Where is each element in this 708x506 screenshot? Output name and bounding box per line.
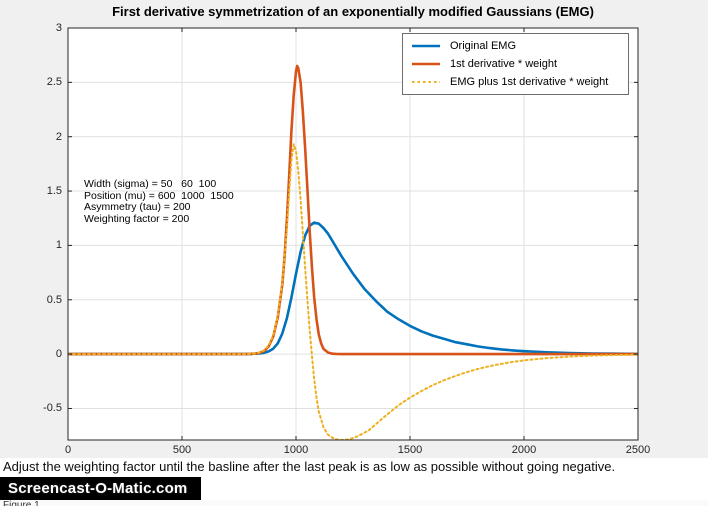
taskbar-partial[interactable]: Figure 1 [0, 500, 708, 506]
annotation-weighting-factor: Weighting factor = 200 [84, 212, 190, 225]
legend-line-sample-yellow-dotted [412, 81, 440, 83]
x-tick-label: 1000 [283, 444, 309, 456]
matlab-figure-canvas: First derivative symmetrization of an ex… [0, 0, 708, 458]
plot-area [67, 27, 639, 441]
annotation-asymmetry-tau: Asymmetry (tau) = 200 [84, 201, 191, 214]
annotation-width-sigma: Width (sigma) = 50 60 100 [84, 178, 217, 190]
plot-background [68, 28, 638, 440]
legend-item-original-emg[interactable]: Original EMG [403, 37, 628, 55]
axes-box [67, 27, 639, 441]
series-line-3 [68, 143, 638, 440]
x-tick-label: 0 [64, 444, 72, 456]
series-lines [68, 64, 638, 440]
legend-label-emg-plus-derivative: EMG plus 1st derivative * weight [450, 76, 609, 88]
series-line-1 [68, 221, 638, 356]
x-tick-label: 500 [172, 444, 192, 456]
y-tick-label: 0 [55, 348, 62, 361]
annotation-position-mu: Position (mu) = 600 1000 1500 [84, 189, 234, 202]
legend-item-1st-derivative[interactable]: 1st derivative * weight [403, 55, 628, 73]
legend-item-emg-plus-derivative[interactable]: EMG plus 1st derivative * weight [403, 73, 628, 91]
watermark-text: Screencast-O-Matic.com [8, 480, 188, 497]
legend-label-original-emg: Original EMG [450, 40, 517, 52]
instruction-text: Adjust the weighting factor until the ba… [3, 459, 616, 474]
parameter-annotations: Width (sigma) = 50 60 100 Position (mu) … [84, 178, 234, 225]
y-tick-label: 3 [55, 22, 62, 34]
legend-line-sample-blue [412, 44, 440, 48]
legend[interactable]: Original EMG 1st derivative * weight EMG… [402, 33, 629, 95]
y-tick-label: 0.5 [46, 293, 62, 306]
x-tick-label: 1500 [397, 444, 423, 456]
legend-label-1st-derivative: 1st derivative * weight [450, 58, 557, 70]
watermark-badge: Screencast-O-Matic.com [0, 477, 202, 500]
y-tick-label: -0.5 [43, 402, 62, 415]
x-tick-label: 2500 [625, 444, 651, 456]
legend-line-sample-orange [412, 62, 440, 66]
y-tick-label: 2.5 [46, 76, 62, 89]
y-tick-label: 2 [55, 130, 62, 143]
chart-title: First derivative symmetrization of an ex… [112, 4, 594, 19]
y-tick-label: 1 [55, 239, 62, 252]
x-tick-label: 2000 [511, 444, 537, 456]
taskbar-figure-label: Figure 1 [3, 500, 40, 506]
y-tick-label: 1.5 [46, 185, 62, 198]
